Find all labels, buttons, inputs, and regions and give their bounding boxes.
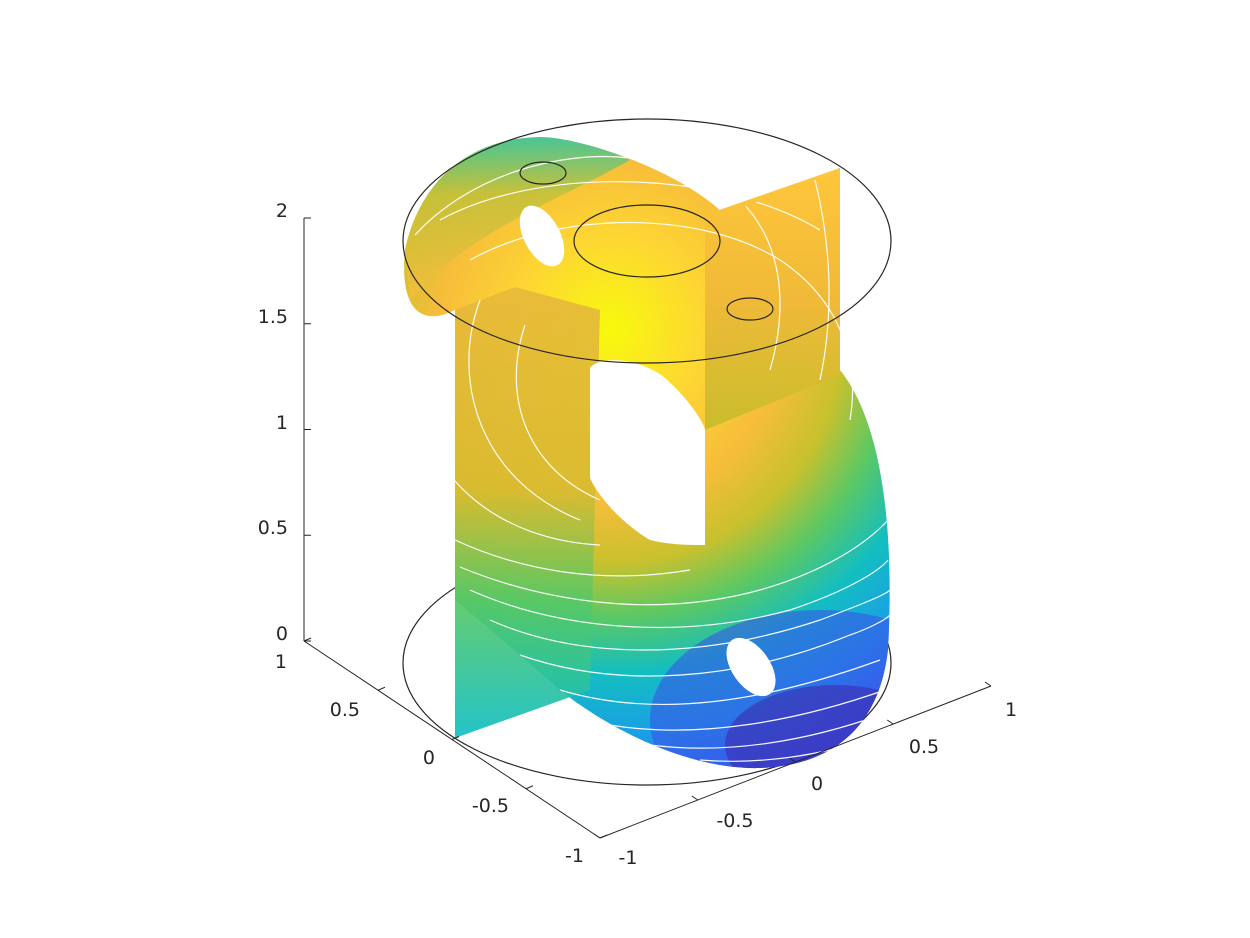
y-tick-label: -1 [565,845,584,867]
z-tick-label: 2 [276,200,288,222]
x-tick-label: -1 [619,847,638,869]
x-tick-labels: -1 -0.5 0 0.5 1 [619,699,1018,869]
x-tick-label: 1 [1005,699,1017,721]
x-axis-tick [691,795,699,801]
axis-ticks [303,217,992,839]
y-tick-labels: -1 -0.5 0 0.5 1 [275,651,584,867]
x-tick-label: 0 [811,773,823,795]
y-axis-tick [599,834,608,839]
y-axis-tick [451,736,460,740]
upper-left-hole [519,205,565,267]
cylinder-top-edge [402,118,892,364]
x-axis-tick [593,833,601,839]
y-axis-tick [525,785,534,790]
top-contour-small-right [726,297,774,321]
z-tick-labels: 0 0.5 1 1.5 2 [258,200,288,645]
z-tick-label: 0 [276,623,288,645]
x-tick-label: 0.5 [909,736,939,758]
top-contour-center [573,204,721,278]
top-contour-small-left [519,161,567,185]
x-axis-tick [789,757,796,763]
z-tick-label: 0.5 [258,517,288,539]
x-axis-tick [886,719,894,725]
lower-hole [726,637,776,697]
y-tick-label: -0.5 [472,795,509,817]
z-tick-label: 1.5 [258,306,288,328]
x-tick-label: -0.5 [716,810,753,832]
right-plane [705,168,840,430]
left-plane [455,287,600,738]
y-tick-label: 1 [275,651,287,673]
center-hole [590,360,705,545]
y-tick-label: 0.5 [330,699,360,721]
y-axis-tick [303,637,312,642]
y-axis-tick [377,686,386,691]
x-axis-tick [984,681,992,687]
z-tick-label: 1 [276,412,288,434]
y-tick-label: 0 [423,747,435,769]
contour-lines [414,155,890,762]
